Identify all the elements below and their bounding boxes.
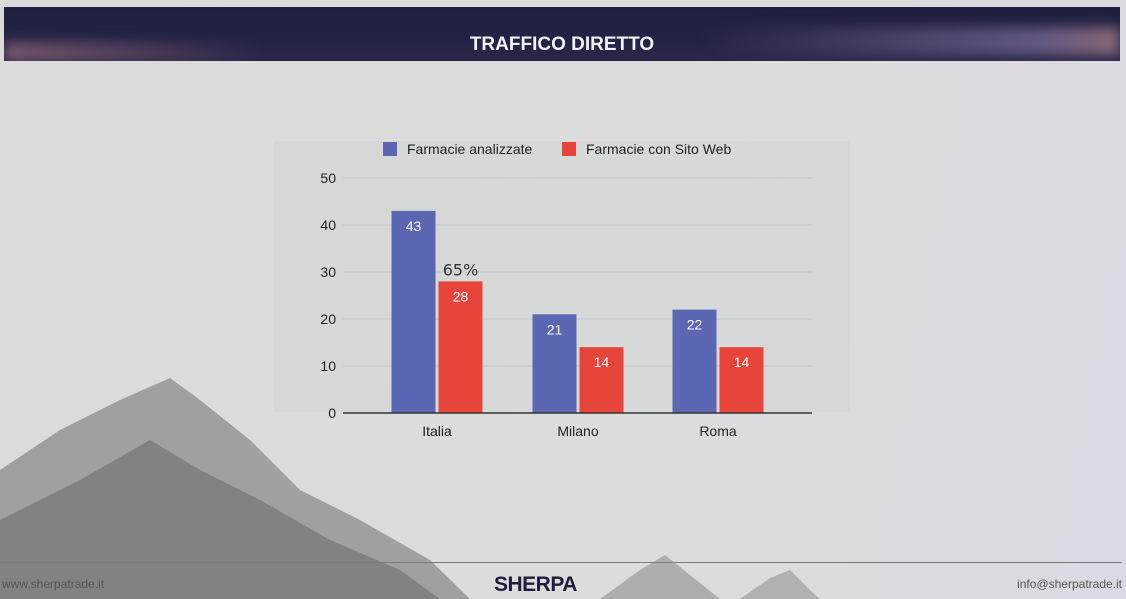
header-banner: TRAFFICO DIRETTO bbox=[4, 7, 1120, 61]
data-label: 22 bbox=[687, 317, 703, 333]
data-label: 14 bbox=[734, 354, 750, 370]
y-tick-label: 10 bbox=[320, 358, 336, 374]
data-label: 21 bbox=[547, 321, 563, 337]
x-tick-label: Milano bbox=[557, 423, 598, 439]
x-tick-label: Italia bbox=[422, 423, 452, 439]
y-tick-label: 50 bbox=[320, 170, 336, 186]
email-link[interactable]: info@sherpatrade.it bbox=[1017, 577, 1122, 591]
y-tick-label: 0 bbox=[328, 405, 336, 421]
data-label: 28 bbox=[453, 288, 469, 304]
bar-farmacie-analizzate bbox=[532, 314, 577, 413]
legend-swatch bbox=[383, 142, 397, 156]
annotation: 65% bbox=[443, 260, 479, 279]
bar-farmacie-con-sito-web bbox=[579, 347, 624, 413]
y-tick-label: 30 bbox=[320, 264, 336, 280]
website-link[interactable]: www.sherpatrade.it bbox=[2, 577, 105, 591]
bar-farmacie-con-sito-web bbox=[719, 347, 764, 413]
y-tick-label: 20 bbox=[320, 311, 336, 327]
y-tick-label: 40 bbox=[320, 217, 336, 233]
x-tick-label: Roma bbox=[699, 423, 737, 439]
data-label: 14 bbox=[594, 354, 610, 370]
bar-farmacie-con-sito-web bbox=[438, 281, 483, 413]
legend-label: Farmacie analizzate bbox=[407, 141, 532, 157]
bar-farmacie-analizzate bbox=[391, 210, 436, 413]
page-title: TRAFFICO DIRETTO bbox=[469, 34, 655, 55]
sherpa-logo: SHERPA bbox=[494, 573, 577, 596]
data-label: 43 bbox=[406, 218, 422, 234]
legend-swatch bbox=[562, 142, 576, 156]
bar-farmacie-analizzate bbox=[672, 309, 717, 413]
footer-divider bbox=[0, 562, 1122, 563]
legend-label: Farmacie con Sito Web bbox=[586, 141, 731, 157]
